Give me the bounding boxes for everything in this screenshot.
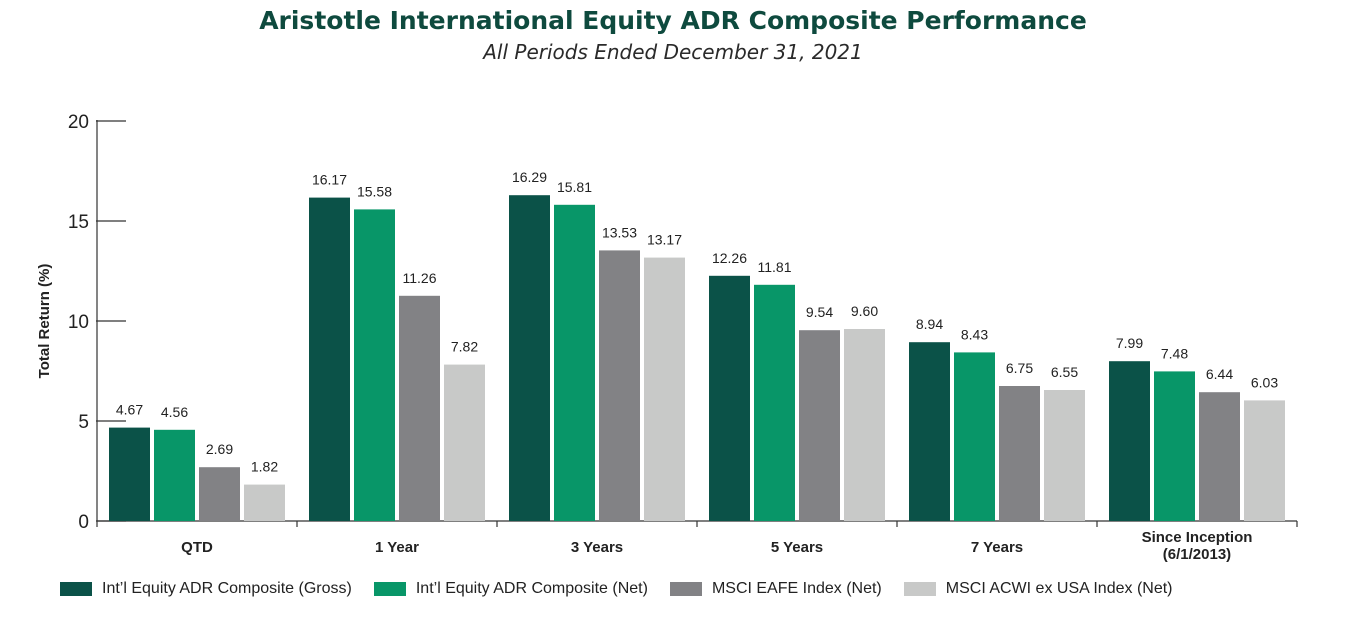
bar-value-label: 6.44 bbox=[1206, 366, 1233, 382]
chart-title: Aristotle International Equity ADR Compo… bbox=[259, 6, 1087, 35]
bar-value-label: 8.94 bbox=[916, 316, 943, 332]
bar-value-label: 8.43 bbox=[961, 326, 988, 342]
bar bbox=[954, 352, 995, 521]
legend-label: MSCI ACWI ex USA Index (Net) bbox=[945, 580, 1173, 597]
bar-value-label: 1.82 bbox=[251, 459, 278, 475]
bar bbox=[509, 195, 550, 521]
bar bbox=[244, 484, 285, 521]
bar bbox=[1244, 400, 1285, 521]
chart-subtitle: All Periods Ended December 31, 2021 bbox=[483, 40, 863, 64]
x-category-label: QTD bbox=[181, 539, 213, 556]
y-tick-label: 5 bbox=[78, 412, 89, 433]
bar bbox=[799, 330, 840, 521]
bar-value-label: 7.82 bbox=[451, 339, 478, 355]
bar-value-label: 16.17 bbox=[312, 172, 347, 188]
bar-value-label: 6.03 bbox=[1251, 374, 1278, 390]
legend-item: Int’l Equity ADR Composite (Gross) bbox=[60, 580, 352, 598]
y-axis-title: Total Return (%) bbox=[36, 264, 53, 379]
x-category-label: Since Inception bbox=[1142, 529, 1253, 546]
bar bbox=[154, 429, 195, 521]
y-tick-label: 0 bbox=[78, 512, 89, 533]
bar-value-label: 2.69 bbox=[206, 441, 233, 457]
bar bbox=[1044, 390, 1085, 521]
bar bbox=[444, 364, 485, 521]
x-category-label: (6/1/2013) bbox=[1163, 546, 1231, 563]
y-tick-label: 10 bbox=[68, 312, 89, 333]
x-category-label: 5 Years bbox=[771, 539, 823, 556]
bar-value-label: 4.56 bbox=[161, 404, 188, 420]
bar bbox=[709, 275, 750, 521]
y-tick-label: 15 bbox=[68, 212, 89, 233]
bar-value-label: 13.53 bbox=[602, 224, 637, 240]
legend-label: Int’l Equity ADR Composite (Net) bbox=[415, 580, 648, 597]
bar bbox=[754, 284, 795, 521]
bar bbox=[309, 197, 350, 521]
bar bbox=[844, 329, 885, 521]
bar-value-label: 7.48 bbox=[1161, 345, 1188, 361]
bar-value-label: 6.55 bbox=[1051, 364, 1078, 380]
legend-item: Int’l Equity ADR Composite (Net) bbox=[373, 580, 648, 598]
bar bbox=[554, 204, 595, 522]
x-category-label: 7 Years bbox=[971, 539, 1023, 556]
legend-item: MSCI EAFE Index (Net) bbox=[669, 580, 882, 598]
bar bbox=[1199, 392, 1240, 521]
bar bbox=[999, 386, 1040, 521]
legend-swatch bbox=[669, 582, 702, 596]
x-category-label: 3 Years bbox=[571, 539, 623, 556]
legend-swatch bbox=[903, 582, 936, 596]
y-tick-label: 20 bbox=[68, 112, 89, 133]
legend-swatch bbox=[60, 582, 92, 596]
bar-value-label: 4.67 bbox=[116, 402, 143, 418]
bar bbox=[1154, 371, 1195, 521]
legend-item: MSCI ACWI ex USA Index (Net) bbox=[903, 580, 1173, 598]
bar bbox=[1109, 361, 1150, 521]
bar bbox=[399, 295, 440, 521]
bar bbox=[199, 467, 240, 521]
bar-value-label: 15.58 bbox=[357, 183, 392, 199]
legend-swatch bbox=[373, 582, 406, 596]
bar-value-label: 7.99 bbox=[1116, 335, 1143, 351]
bar-value-label: 9.54 bbox=[806, 304, 833, 320]
legend-label: Int’l Equity ADR Composite (Gross) bbox=[102, 580, 352, 597]
bar-value-label: 11.26 bbox=[403, 270, 437, 286]
legend-label: MSCI EAFE Index (Net) bbox=[711, 580, 882, 597]
bar bbox=[909, 342, 950, 521]
bar bbox=[644, 257, 685, 521]
bar-value-label: 12.26 bbox=[712, 250, 747, 266]
bar-value-label: 15.81 bbox=[557, 179, 592, 195]
chart-legend: Int’l Equity ADR Composite (Gross) Int’l … bbox=[60, 577, 1330, 601]
bar bbox=[354, 209, 395, 521]
bar-value-label: 13.17 bbox=[647, 232, 682, 248]
bar-value-label: 11.81 bbox=[758, 259, 792, 275]
bar bbox=[599, 250, 640, 521]
bar-value-label: 9.60 bbox=[851, 303, 878, 319]
bar-value-label: 6.75 bbox=[1006, 360, 1033, 376]
bar bbox=[109, 427, 150, 521]
bar-value-label: 16.29 bbox=[512, 169, 547, 185]
x-category-label: 1 Year bbox=[375, 539, 419, 556]
